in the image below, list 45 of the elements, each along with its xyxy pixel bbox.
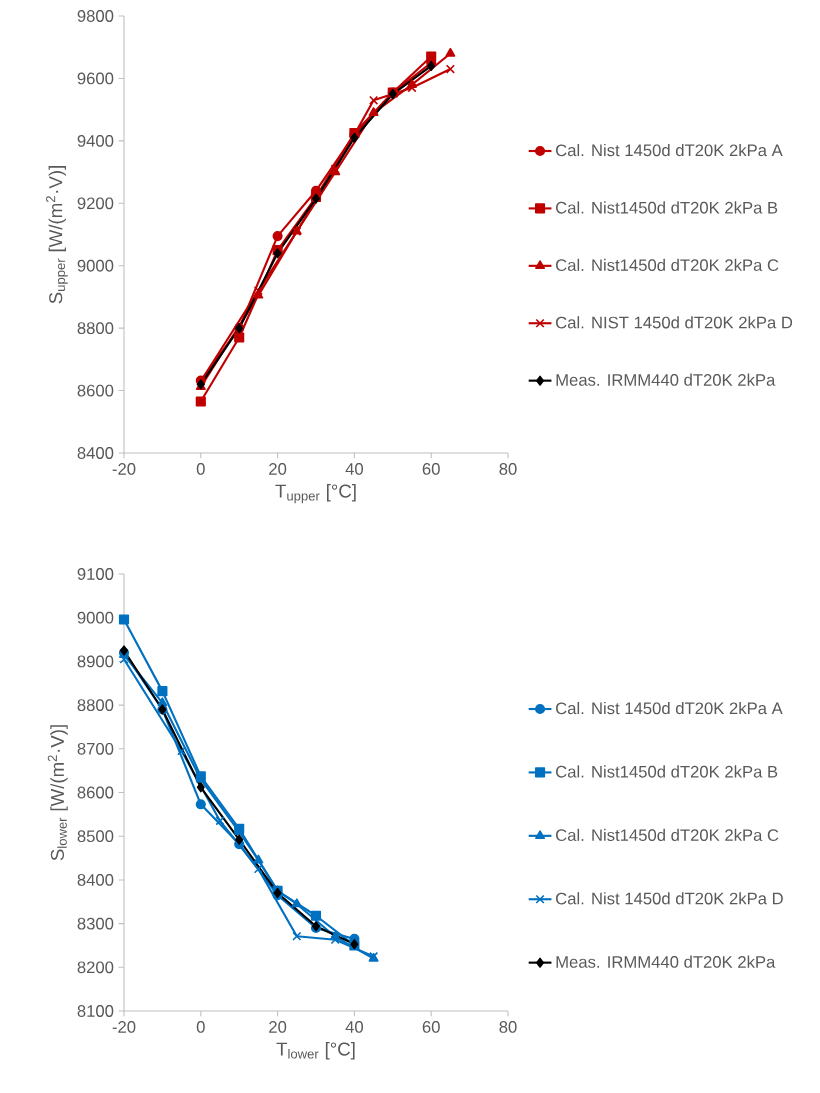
x-axis-title: T$_{upper}$ [°C] [275,484,356,504]
x-tick-label: 40 [345,1021,364,1033]
legend-label: Meas. IRMM440 dT20K 2kPa [556,955,776,968]
x-tick-label: 40 [345,463,364,475]
x-tick-label: 0 [196,463,205,475]
x-axis-title: T$_{lower}$ [°C] [276,1042,355,1060]
y-tick-label: 8400 [77,447,114,459]
x-tick-label: 20 [269,1021,287,1033]
x-tick-label: 80 [499,1021,517,1033]
legend-label: Cal. Nist1450d dT20K 2kPa C [556,258,779,272]
x-tick-label: 60 [422,463,440,475]
x-tick-label: 0 [196,1021,205,1033]
x-tick-label: -20 [112,463,136,475]
legend-label: Meas. IRMM440 dT20K 2kPa [556,373,776,386]
legend-label: Cal. NIST 1450d dT20K 2kPa D [556,316,793,329]
y-tick-label: 9000 [77,611,114,624]
y-tick-label: 9000 [77,259,114,272]
y-tick-label: 8300 [77,917,114,930]
legend-label: Cal. Nist1450d dT20K 2kPa B [556,765,778,778]
y-tick-label: 8100 [77,1005,114,1017]
y-tick-label: 8900 [77,655,114,668]
legend-label: Cal. Nist1450d dT20K 2kPa C [556,828,779,842]
y-tick-label: 8700 [77,742,114,755]
y-tick-label: 8200 [77,961,114,974]
legend-label: Cal. Nist 1450d dT20K 2kPa A [556,701,783,715]
y-tick-label: 8400 [77,874,114,886]
x-tick-label: -20 [112,1021,136,1033]
y-tick-label: 8600 [77,384,114,397]
legend-label: Cal. Nist 1450d dT20K 2kPa D [556,892,783,905]
legend-label: Cal. Nist 1450d dT20K 2kPa A [556,143,783,157]
y-tick-label: 9400 [77,134,114,147]
x-tick-label: 20 [269,463,287,475]
y-tick-label: 8500 [77,830,114,843]
x-tick-label: 60 [422,1021,440,1033]
y-tick-label: 9800 [77,10,114,22]
legend-label: Cal. Nist1450d dT20K 2kPa B [556,201,778,214]
x-tick-label: 80 [499,463,517,475]
y-tick-label: 8800 [77,699,114,712]
y-tick-label: 9600 [77,72,114,85]
y-tick-label: 8600 [77,786,114,799]
y-axis-title: S$_{upper}$ [W/(m$^{2}$·V)] [46,166,68,304]
y-tick-label: 8800 [77,322,114,335]
y-axis-title: S$_{lower}$ [W/(m$^{2}$·V)] [47,725,68,861]
y-tick-label: 9200 [77,197,114,210]
y-tick-label: 9100 [77,568,114,580]
